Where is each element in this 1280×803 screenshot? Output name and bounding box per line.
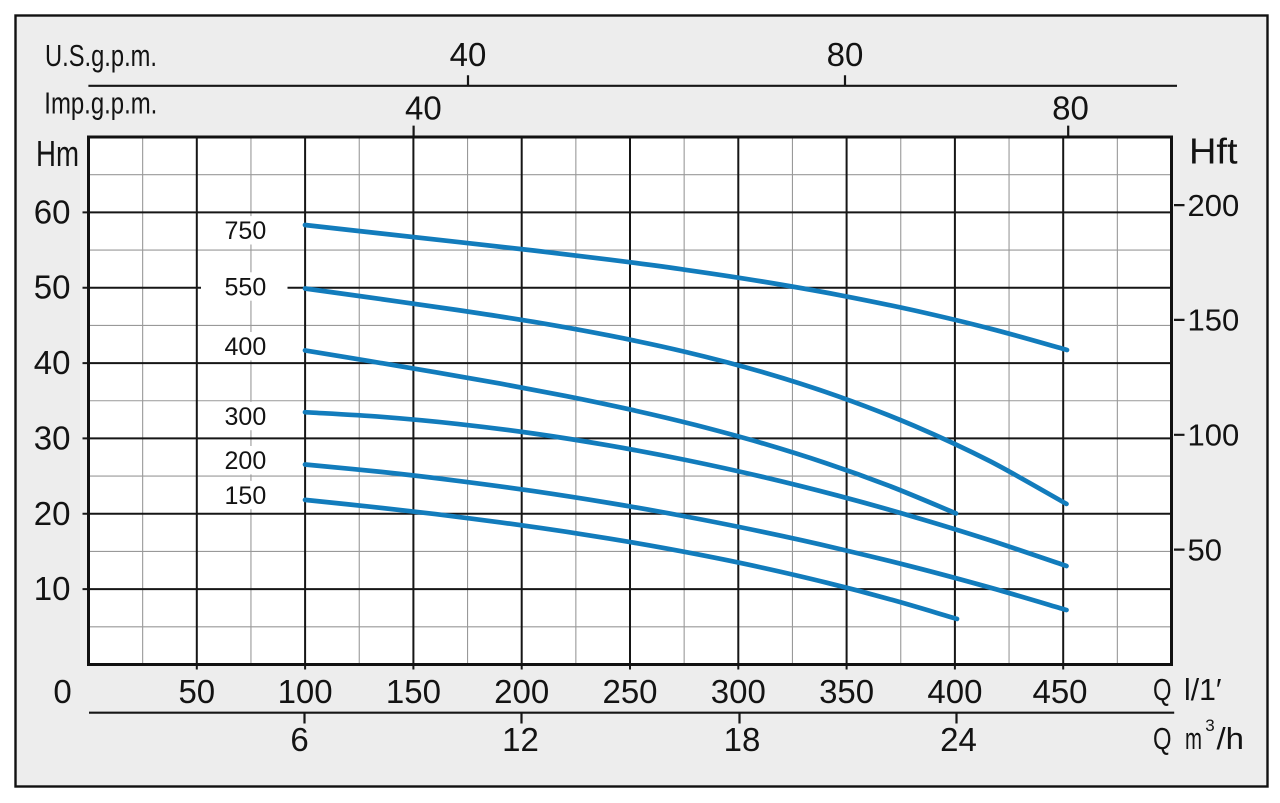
- svg-text:50: 50: [34, 269, 71, 306]
- svg-text:400: 400: [927, 673, 982, 710]
- svg-text:Hft: Hft: [1189, 131, 1238, 172]
- svg-text:300: 300: [711, 673, 766, 710]
- svg-text:300: 300: [225, 403, 267, 431]
- svg-text:80: 80: [827, 36, 864, 73]
- svg-text:150: 150: [386, 673, 441, 710]
- svg-text:3: 3: [1205, 716, 1214, 735]
- svg-text:20: 20: [34, 495, 71, 532]
- svg-text:200: 200: [494, 673, 549, 710]
- svg-text:150: 150: [1188, 303, 1240, 338]
- svg-text:30: 30: [34, 419, 71, 456]
- svg-text:100: 100: [1188, 418, 1240, 453]
- svg-text:12: 12: [502, 721, 539, 758]
- svg-text:400: 400: [225, 333, 267, 361]
- svg-text:200: 200: [225, 447, 267, 475]
- svg-text:Q: Q: [1153, 721, 1172, 756]
- svg-text:80: 80: [1052, 90, 1089, 127]
- svg-text:40: 40: [34, 344, 71, 381]
- svg-text:Imp.g.p.m.: Imp.g.p.m.: [44, 86, 157, 121]
- svg-text:50: 50: [1188, 532, 1222, 567]
- svg-text:Hm: Hm: [36, 133, 79, 174]
- svg-text:/h: /h: [1217, 721, 1245, 756]
- svg-text:40: 40: [450, 36, 487, 73]
- svg-text:100: 100: [278, 673, 333, 710]
- svg-text:200: 200: [1188, 188, 1240, 223]
- svg-text:150: 150: [225, 482, 267, 510]
- svg-text:Q: Q: [1153, 672, 1172, 707]
- svg-text:250: 250: [602, 673, 657, 710]
- svg-text:l/1′: l/1′: [1184, 672, 1222, 707]
- svg-text:18: 18: [724, 721, 761, 758]
- svg-text:0: 0: [53, 673, 71, 710]
- svg-text:550: 550: [225, 273, 267, 301]
- svg-text:450: 450: [1032, 673, 1087, 710]
- svg-text:24: 24: [940, 721, 977, 758]
- svg-text:m: m: [1185, 721, 1202, 756]
- svg-text:10: 10: [34, 570, 71, 607]
- svg-text:60: 60: [34, 193, 71, 230]
- svg-text:40: 40: [405, 90, 442, 127]
- svg-text:50: 50: [178, 673, 215, 710]
- svg-text:350: 350: [819, 673, 874, 710]
- svg-text:750: 750: [225, 217, 267, 245]
- svg-text:6: 6: [290, 721, 308, 758]
- svg-text:U.S.g.p.m.: U.S.g.p.m.: [45, 38, 157, 73]
